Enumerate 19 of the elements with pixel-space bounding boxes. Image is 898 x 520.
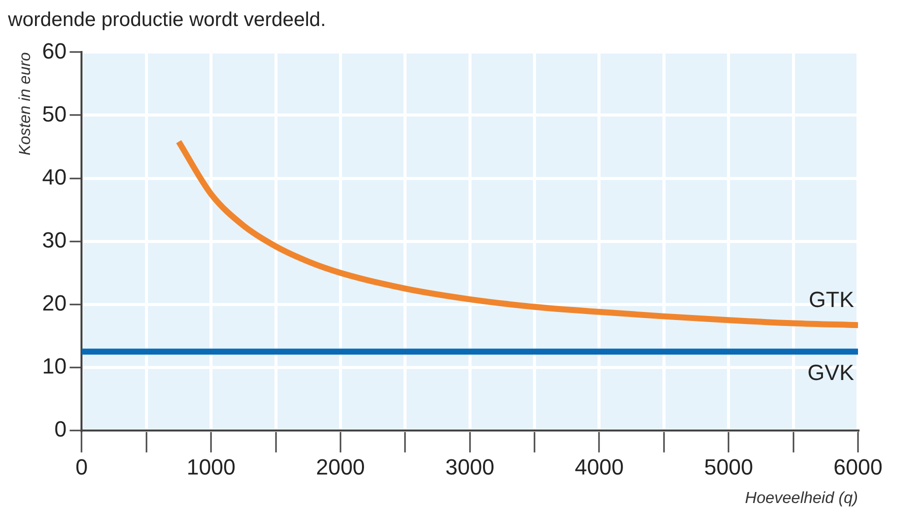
- x-tick-label: 3000: [445, 454, 494, 480]
- y-tick-label: 30: [42, 227, 67, 252]
- y-tick-label: 50: [42, 101, 67, 126]
- x-tick-label: 5000: [704, 454, 754, 480]
- y-tick-label: 60: [42, 38, 67, 64]
- x-tick-label: 4000: [574, 454, 624, 480]
- series-label: GVK: [808, 360, 854, 386]
- y-tick-label: 40: [42, 164, 67, 190]
- series-label: GTK: [808, 287, 854, 314]
- x-axis-title: Hoeveelheid (q): [745, 490, 858, 507]
- x-tick-label: 2000: [316, 454, 365, 480]
- x-tick-label: 0: [76, 454, 88, 480]
- y-axis-title: Kosten in euro: [17, 52, 34, 156]
- y-tick-label: 10: [42, 353, 67, 378]
- y-tick-label: 0: [54, 416, 67, 442]
- x-tick-label: 6000: [834, 454, 882, 480]
- x-tick-label: 1000: [186, 454, 236, 480]
- text: wordende productie wordt verdeeld.: [8, 8, 327, 32]
- y-tick-label: 20: [42, 290, 67, 316]
